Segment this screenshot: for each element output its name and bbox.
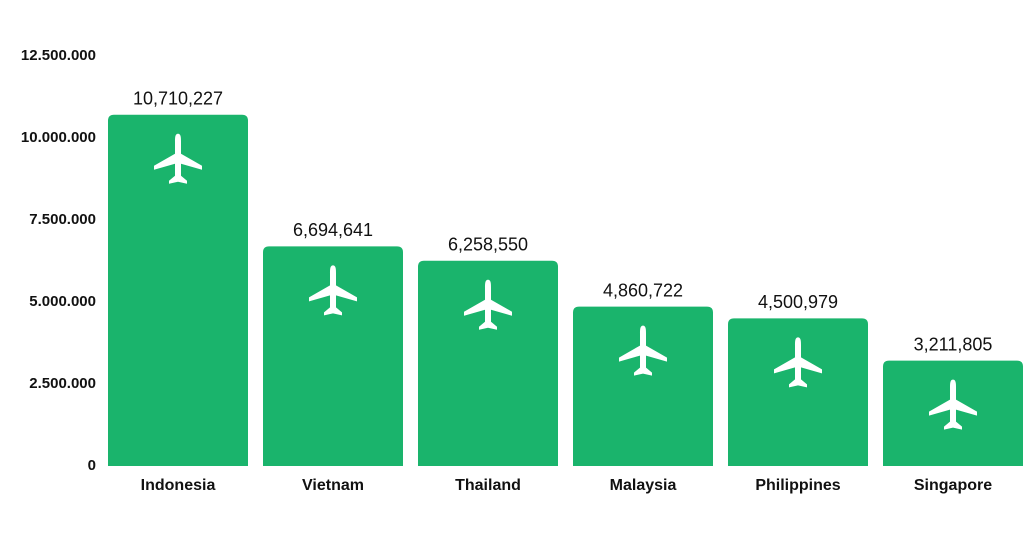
bar bbox=[108, 114, 248, 466]
bar bbox=[728, 318, 868, 466]
bar bbox=[263, 246, 403, 466]
value-label: 6,694,641 bbox=[293, 220, 373, 240]
x-tick-label: Singapore bbox=[914, 477, 992, 494]
plane-icon bbox=[774, 337, 822, 388]
y-tick-label: 2.500.000 bbox=[29, 375, 96, 392]
plane-icon bbox=[929, 379, 977, 430]
value-label: 10,710,227 bbox=[133, 88, 223, 108]
x-tick-label: Philippines bbox=[755, 477, 840, 494]
plane-icon bbox=[619, 325, 667, 376]
value-label: 6,258,550 bbox=[448, 234, 528, 254]
value-label: 4,500,979 bbox=[758, 292, 838, 312]
plane-icon bbox=[154, 133, 202, 184]
bar bbox=[418, 260, 558, 466]
value-label: 3,211,805 bbox=[914, 334, 993, 354]
y-tick-label: 0 bbox=[88, 457, 96, 474]
x-tick-label: Vietnam bbox=[302, 477, 364, 494]
x-tick-label: Malaysia bbox=[610, 477, 677, 494]
y-tick-label: 12.500.000 bbox=[21, 47, 96, 64]
x-tick-label: Thailand bbox=[455, 477, 521, 494]
x-tick-label: Indonesia bbox=[141, 477, 216, 494]
plane-icon bbox=[309, 265, 357, 316]
plane-icon bbox=[464, 279, 512, 330]
y-tick-label: 7.500.000 bbox=[29, 211, 96, 228]
y-tick-label: 10.000.000 bbox=[21, 129, 96, 146]
value-label: 4,860,722 bbox=[603, 280, 683, 300]
bar bbox=[573, 306, 713, 466]
y-tick-label: 5.000.000 bbox=[29, 293, 96, 310]
